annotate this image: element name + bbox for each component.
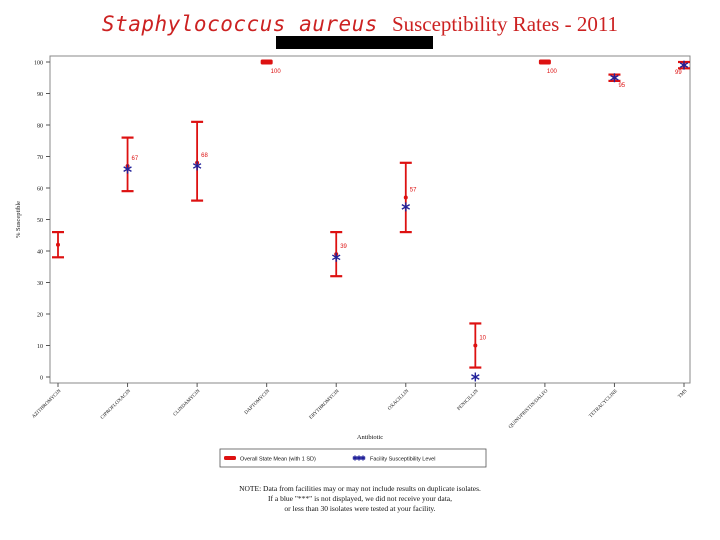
legend-box <box>219 448 487 468</box>
facility-point <box>471 372 480 382</box>
y-tick-label: 50 <box>37 218 43 224</box>
data-label: 100 <box>271 69 282 75</box>
facility-point <box>192 161 202 171</box>
data-label: 95 <box>618 83 625 89</box>
y-axis-label: % Susceptible <box>15 201 22 238</box>
y-tick-label: 70 <box>37 155 43 161</box>
data-label: 10 <box>479 336 486 342</box>
x-axis-label: Antibiotic <box>357 434 383 441</box>
x-tick-label: TMS <box>678 389 689 400</box>
legend-label-facility: Facility Susceptibility Level <box>370 457 435 463</box>
x-tick-label: DAPTOMYCIN <box>244 389 271 416</box>
redaction-bar <box>276 36 433 49</box>
y-tick-label: 10 <box>37 344 43 350</box>
y-tick-label: 100 <box>34 61 43 67</box>
facility-point <box>610 73 619 83</box>
x-tick-label: OXACILLIN <box>387 389 410 412</box>
y-tick-label: 90 <box>37 92 43 98</box>
legend-marker-facility <box>360 455 366 461</box>
state-mean-point <box>56 242 60 247</box>
x-tick-label: AZITHROMYCIN <box>32 389 63 420</box>
state-mean-point <box>473 343 478 348</box>
facility-point <box>331 252 341 262</box>
y-tick-label: 30 <box>37 281 43 287</box>
x-tick-label: CLINDAMYCIN <box>173 389 202 418</box>
x-tick-label: CIPROFLOXACIN <box>100 389 132 421</box>
x-tick-label: QUINUPRISTIN/DALFO <box>508 389 549 430</box>
plot-frame <box>49 55 691 384</box>
state-mean-point <box>538 59 551 65</box>
footnote-line-1: NOTE: Data from facilities may or may no… <box>239 484 481 493</box>
title-organism: Staphylococcus aureus <box>101 12 378 36</box>
footnote-line-3: or less than 30 isolates were tested at … <box>284 504 436 513</box>
x-tick-label: TETRACYCLINE <box>589 389 619 419</box>
data-label: 99 <box>675 70 682 76</box>
data-label: 100 <box>547 69 558 75</box>
data-label: 67 <box>132 156 139 162</box>
y-tick-label: 80 <box>37 124 43 130</box>
footnote-line-2: If a blue "***" is not displayed, we did… <box>268 494 452 503</box>
x-tick-label: ERYTHROMYCIN <box>309 389 341 421</box>
data-label: 57 <box>410 187 417 193</box>
state-mean-point <box>403 195 408 200</box>
data-label: 39 <box>340 244 347 250</box>
facility-point <box>679 60 689 70</box>
y-tick-label: 60 <box>37 187 43 193</box>
y-tick-label: 20 <box>37 313 43 319</box>
y-tick-label: 0 <box>40 376 43 382</box>
chart-title: Staphylococcus aureus Susceptibility Rate… <box>0 12 720 37</box>
legend-label-state-mean: Overall State Mean (with 1 SD) <box>240 457 316 463</box>
x-tick-label: PENICILLIN <box>457 389 480 412</box>
legend-marker-facility <box>356 455 362 461</box>
facility-point <box>123 164 132 174</box>
y-tick-label: 40 <box>37 250 43 256</box>
facility-point <box>401 202 411 212</box>
footnote: NOTE: Data from facilities may or may no… <box>200 484 520 514</box>
title-subtitle: Susceptibility Rates - 2011 <box>391 12 619 36</box>
legend-marker-state-mean <box>224 456 236 460</box>
data-label: 68 <box>201 153 208 159</box>
state-mean-point <box>260 59 273 65</box>
legend-marker-facility <box>352 455 358 461</box>
